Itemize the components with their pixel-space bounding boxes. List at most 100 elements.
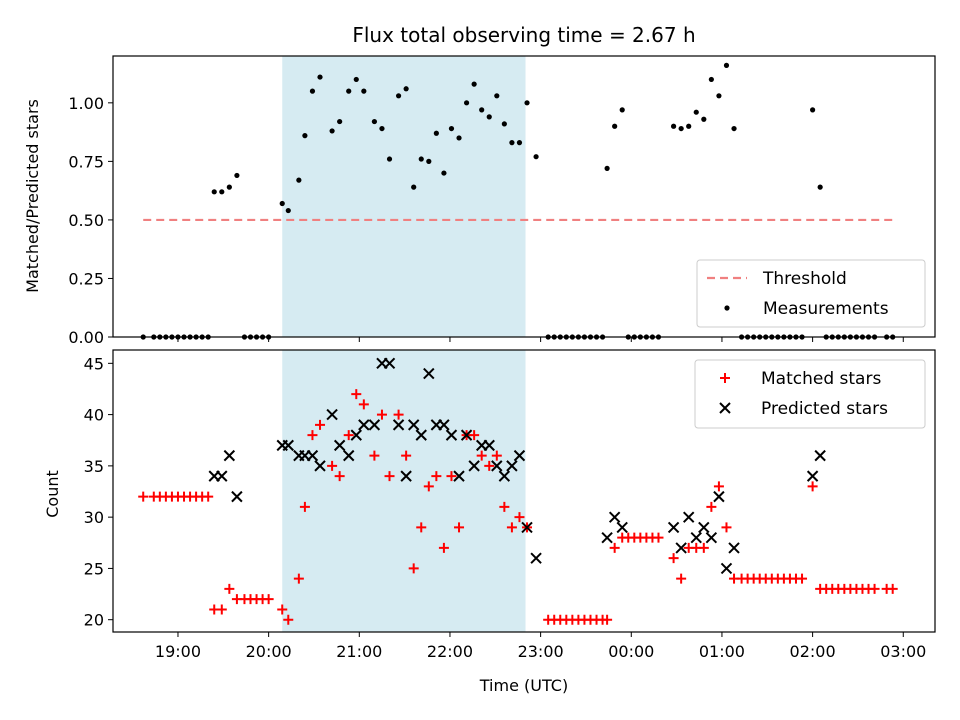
predicted-star-point: [682, 511, 695, 523]
measurement-point: [817, 184, 823, 190]
measurement-point: [686, 123, 692, 129]
predicted-star-point: [306, 449, 319, 462]
predicted-star-point: [383, 357, 396, 370]
matched-star-point: [653, 532, 664, 543]
predicted-star-point: [400, 470, 412, 482]
chart-title: Flux total observing time = 2.67 h: [352, 23, 695, 47]
measurement-point: [371, 118, 378, 125]
measurement-point: [509, 140, 515, 146]
predicted-star-point: [483, 439, 495, 452]
legend-label: Predicted stars: [761, 399, 888, 419]
measurement-point: [329, 128, 335, 134]
measurement-point: [516, 140, 523, 146]
measurement-point: [693, 109, 699, 115]
measurement-point: [501, 121, 507, 127]
matched-star-point: [706, 501, 717, 512]
measurement-point: [234, 172, 240, 179]
matched-star-point: [602, 614, 613, 625]
measurement-point: [309, 88, 316, 94]
matched-star-point: [416, 522, 427, 533]
predicted-star-point: [601, 531, 613, 544]
matched-star-point: [283, 614, 294, 625]
predicted-star-point: [350, 429, 362, 441]
legend-label: Threshold: [762, 269, 847, 289]
measurement-point: [441, 170, 447, 176]
predicted-star-point: [728, 542, 740, 554]
predicted-star-point: [713, 490, 725, 503]
predicted-star-point: [326, 408, 338, 421]
measurement-point: [317, 74, 323, 80]
predicted-star-point: [438, 419, 450, 431]
matched-star-point: [216, 604, 227, 615]
predicted-star-point: [314, 460, 326, 472]
predicted-star-point: [358, 419, 370, 431]
measurement-point: [411, 184, 417, 190]
plot-frame: [112, 55, 936, 338]
predicted-star-point: [282, 439, 294, 452]
matched-star-point: [807, 481, 818, 492]
matched-star-point: [277, 604, 288, 615]
matched-star-point: [676, 573, 687, 584]
matched-star-point: [431, 471, 442, 482]
predicted-star-point: [616, 521, 628, 534]
x-tick-label: 01:00: [699, 642, 745, 661]
legend-box: [694, 359, 926, 429]
matched-star-point: [869, 583, 880, 594]
predicted-star-point: [231, 490, 243, 503]
measurement-point: [395, 93, 402, 99]
x-tick-label: 21:00: [336, 642, 382, 661]
predicted-star-point: [223, 449, 236, 462]
x-tick-label: 19:00: [155, 642, 201, 661]
measurement-point: [701, 116, 707, 122]
matched-star-point: [393, 409, 404, 420]
predicted-star-point: [491, 460, 503, 472]
matched-star-point: [797, 573, 808, 584]
measurement-point: [456, 135, 462, 141]
predicted-star-point: [407, 419, 420, 431]
matched-star-point: [307, 430, 318, 441]
legend-box: [696, 259, 926, 328]
legend-matched-swatch: [720, 373, 730, 383]
x-tick-label: 02:00: [790, 642, 836, 661]
top-y-axis-label: Matched/Predicted stars: [23, 99, 42, 293]
y-tick-label: 20: [84, 611, 104, 630]
measurement-point: [619, 107, 625, 113]
measurement-point: [670, 123, 677, 129]
measurement-point: [285, 207, 291, 214]
x-tick-label: 20:00: [246, 642, 292, 661]
matched-star-point: [506, 522, 517, 533]
y-tick-label: 0.75: [68, 152, 104, 171]
matched-star-point: [315, 419, 326, 430]
predicted-star-point: [806, 470, 819, 482]
measurement-point: [494, 93, 500, 99]
top-panel: 0.00 0.25 0.50 0.75 1.00 Threshold Measurement…: [68, 55, 936, 347]
measurement-point: [463, 100, 470, 106]
measurement-point: [486, 114, 492, 120]
predicted-star-point: [453, 470, 465, 482]
plot-frame: [112, 349, 936, 633]
matched-star-point: [438, 542, 449, 553]
measurement-point: [353, 76, 359, 83]
matched-star-point: [369, 450, 380, 461]
matched-star-point: [499, 501, 510, 512]
bottom-y-axis-label: Count: [43, 470, 62, 518]
matched-star-point: [138, 491, 149, 502]
matched-star-point: [469, 430, 480, 441]
matched-star-point: [384, 471, 395, 482]
measurement-point: [612, 123, 618, 129]
matched-star-point: [698, 542, 709, 553]
measurement-point: [403, 86, 409, 92]
matched-star-point: [408, 563, 419, 574]
x-tick-label: 23:00: [518, 642, 564, 661]
measurement-point: [533, 154, 539, 160]
matched-star-point: [334, 471, 345, 482]
predicted-star-point: [608, 511, 621, 523]
y-tick-label: 0.50: [68, 211, 104, 230]
legend-measurement-swatch: [724, 305, 730, 311]
matched-star-point: [299, 501, 310, 512]
matched-star-point: [358, 399, 369, 410]
matched-star-point: [887, 583, 898, 594]
measurement-point: [524, 100, 530, 106]
matched-star-point: [343, 430, 354, 441]
measurement-point: [471, 81, 477, 87]
